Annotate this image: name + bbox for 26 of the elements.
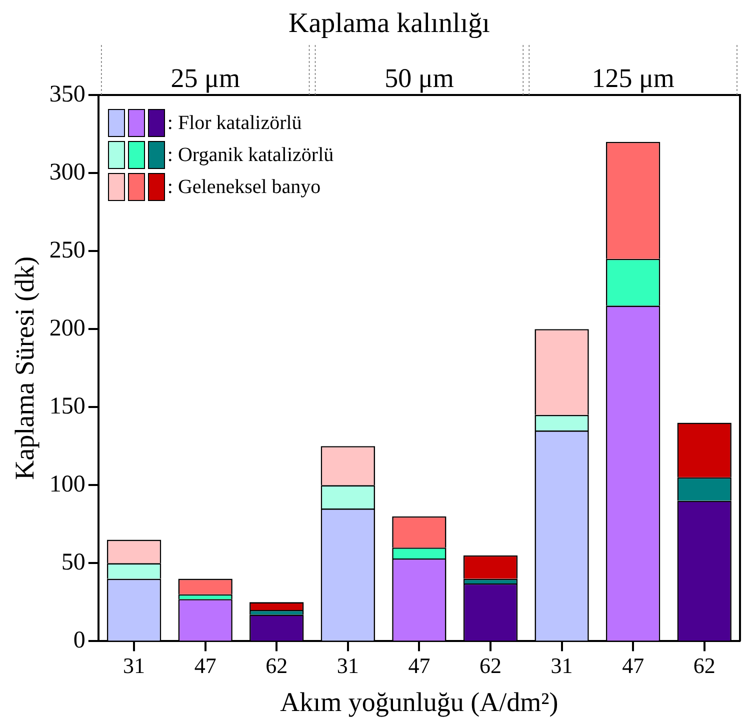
text: 25 μm (170, 63, 240, 93)
x-tick-label: 62 (266, 653, 288, 678)
legend-label: : Organik katalizörlü (167, 143, 334, 168)
x-axis-title: Akım yoğunluğu (A/dm²) (280, 686, 558, 717)
x-tick-label: 31 (550, 653, 573, 678)
x-tick-label: 47 (408, 653, 430, 678)
y-axis-title: Kaplama Süresi (dk) (9, 256, 40, 480)
y-tick-label: 150 (49, 393, 86, 420)
x-tick-label: 62 (693, 653, 716, 678)
text: 125 μm (592, 63, 674, 93)
x-tick-label: 47 (622, 653, 644, 678)
chart-title: Kaplama kalınlığı (288, 8, 490, 39)
x-tick-label: 31 (123, 653, 146, 678)
x-tick-label: 47 (194, 653, 216, 678)
y-tick-label: 100 (49, 471, 86, 498)
y-tick-label: 300 (49, 159, 86, 186)
x-tick-label: 31 (336, 653, 359, 678)
y-tick-label: 50 (61, 549, 86, 576)
x-tick-label: 62 (479, 653, 502, 678)
y-tick-label: 0 (73, 627, 86, 654)
legend-label: : Flor katalizörlü (167, 111, 302, 136)
y-tick-label: 350 (49, 81, 86, 108)
legend-label: : Geleneksel banyo (167, 175, 321, 200)
text: 50 μm (384, 63, 454, 93)
y-tick-label: 250 (49, 237, 86, 264)
y-tick-label: 200 (49, 315, 86, 342)
